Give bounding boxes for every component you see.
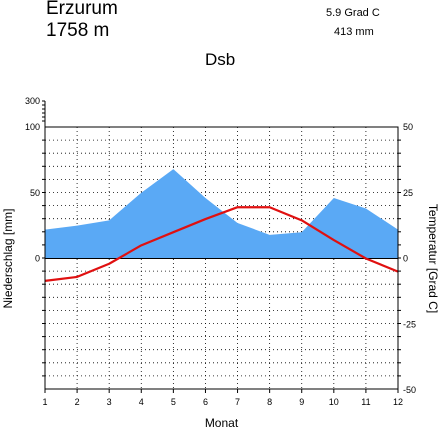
left-axis-title: Niederschlag [mm] xyxy=(1,208,15,308)
x-tick-label: 1 xyxy=(42,397,47,407)
right-tick-label: 0 xyxy=(403,254,408,264)
x-tick-label: 5 xyxy=(171,397,176,407)
right-tick-label: 25 xyxy=(403,188,413,198)
x-tick-label: 11 xyxy=(361,397,370,407)
x-tick-label: 10 xyxy=(329,397,339,407)
left-tick-label: 100 xyxy=(25,122,40,132)
station-name: Erzurum xyxy=(46,0,118,19)
left-tick-label: 50 xyxy=(30,188,40,198)
right-tick-label: 50 xyxy=(403,122,413,132)
x-tick-label: 6 xyxy=(203,397,208,407)
x-axis-title: Monat xyxy=(205,416,239,430)
climate-classification: Dsb xyxy=(205,50,236,69)
station-elevation: 1758 m xyxy=(46,20,110,41)
x-tick-label: 9 xyxy=(299,397,304,407)
x-tick-label: 2 xyxy=(75,397,80,407)
right-axis-title: Temperatur [Grad C] xyxy=(426,204,439,313)
x-tick-label: 3 xyxy=(107,397,112,407)
x-tick-label: 7 xyxy=(235,397,240,407)
x-tick-label: 12 xyxy=(393,397,403,407)
temperature-line xyxy=(44,206,399,282)
x-tick-label: 8 xyxy=(267,397,272,407)
right-tick-label: -25 xyxy=(403,319,416,329)
annual-precipitation: 413 mm xyxy=(334,26,374,38)
left-tick-label: 0 xyxy=(35,254,40,264)
right-tick-label: -50 xyxy=(403,385,416,395)
left-tick-label: 300 xyxy=(25,96,40,106)
x-tick-label: 4 xyxy=(139,397,144,407)
annual-mean-temperature: 5.9 Grad C xyxy=(326,7,380,19)
axis-ticks xyxy=(42,100,401,393)
